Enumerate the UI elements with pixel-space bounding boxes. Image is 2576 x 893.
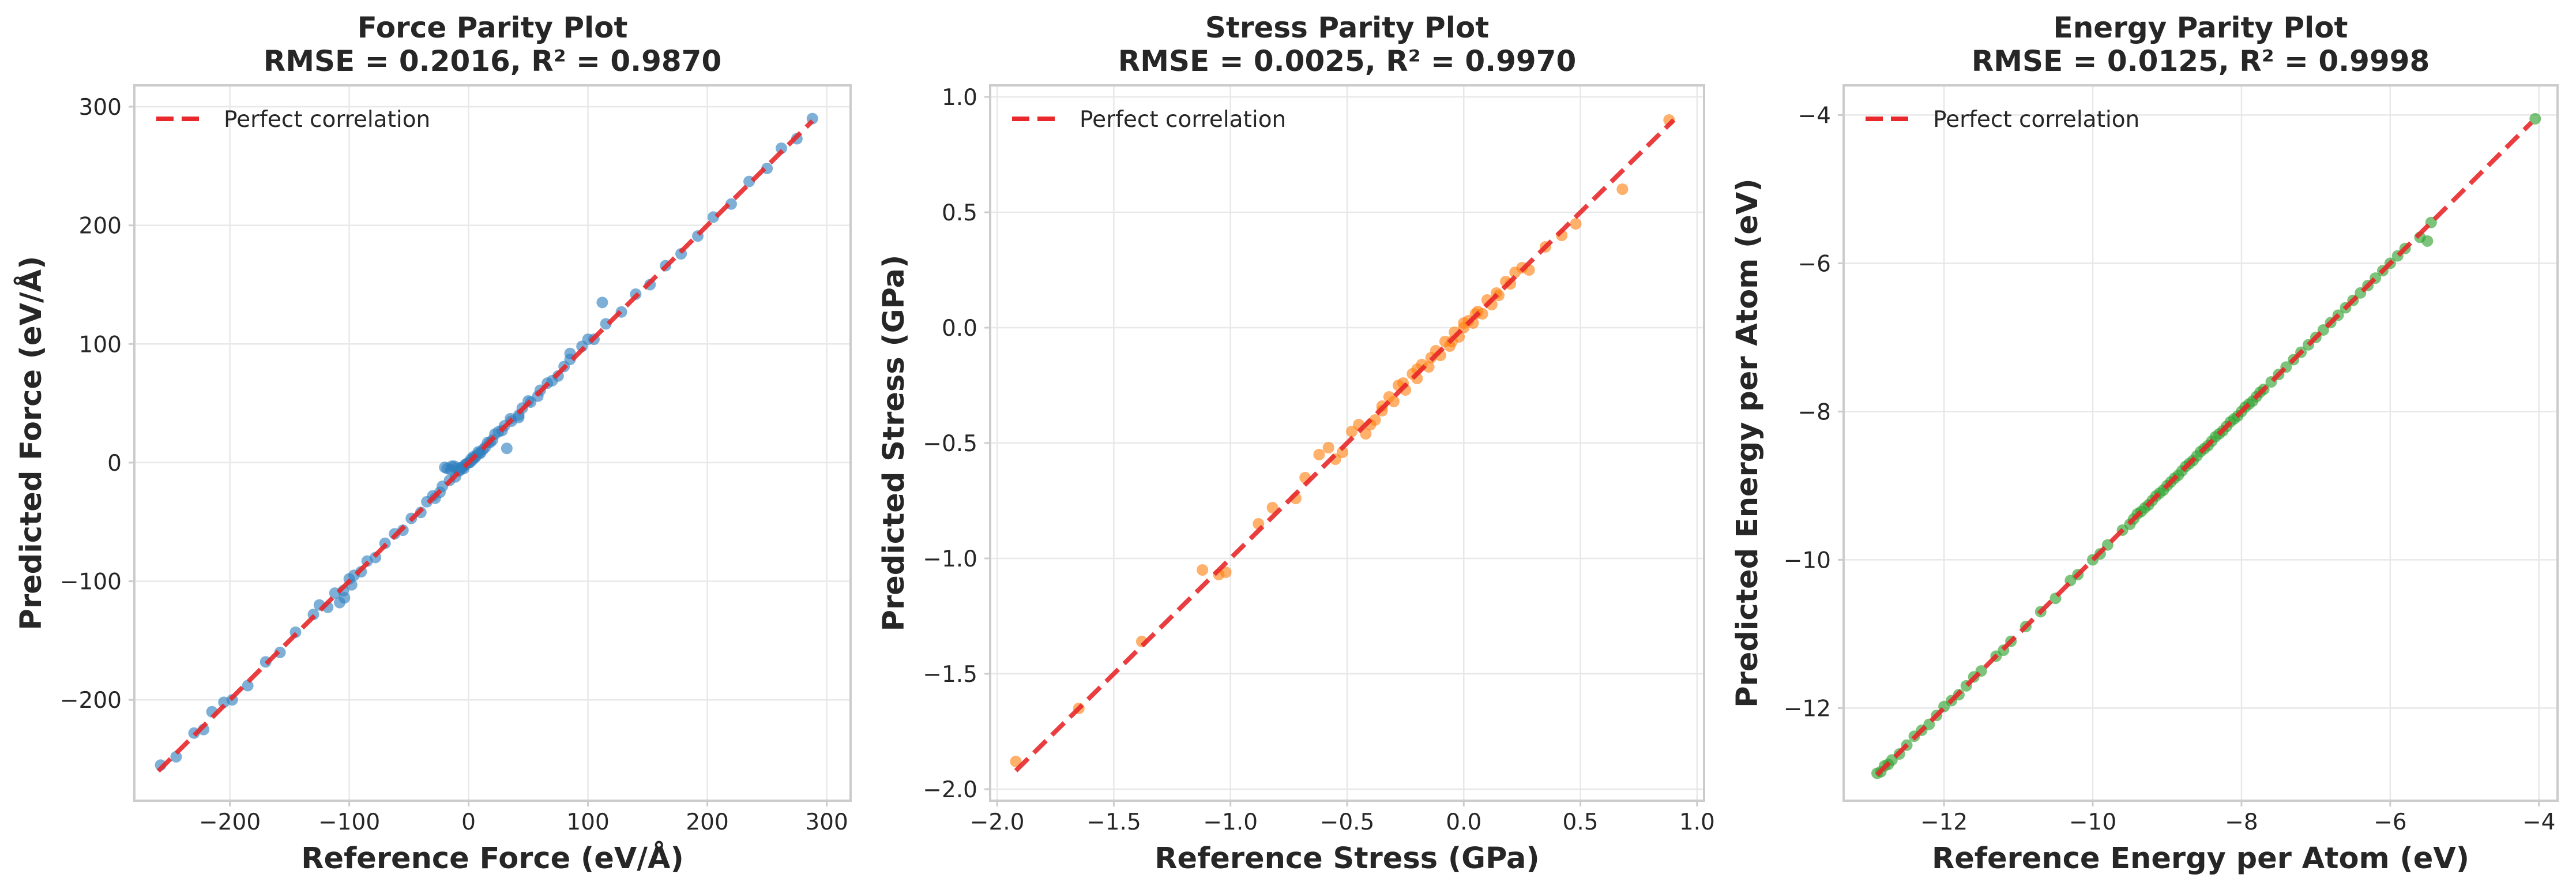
- x-tick-label: −8: [2225, 809, 2258, 835]
- chart-title: Force Parity Plot: [358, 11, 628, 44]
- legend: Perfect correlation: [156, 107, 430, 133]
- legend: Perfect correlation: [1866, 107, 2139, 133]
- legend: Perfect correlation: [1012, 107, 1286, 133]
- y-tick-label: −200: [60, 688, 122, 714]
- x-tick-label: −10: [2069, 809, 2116, 835]
- data-point: [1313, 449, 1325, 460]
- chart-title: Energy Parity Plot: [2054, 11, 2348, 44]
- chart-panels: −200 −100 0 100 200 300 −200 −100 0 100 200 300 Forc…: [13, 11, 2559, 876]
- data-point: [339, 592, 351, 604]
- y-tick-label: −4: [1798, 103, 1832, 129]
- data-point: [501, 442, 513, 455]
- y-axis-label: Predicted Force (eV/Å): [13, 256, 48, 631]
- x-axis-label: Reference Energy per Atom (eV): [1932, 842, 2469, 876]
- legend-entry-label: Perfect correlation: [1080, 107, 1286, 133]
- data-point: [242, 680, 254, 692]
- x-tick-label: −100: [318, 809, 380, 835]
- y-tick-label: −2.0: [923, 777, 977, 803]
- data-point: [1360, 428, 1372, 440]
- x-tick-label: −6: [2374, 809, 2407, 835]
- x-axis-label: Reference Force (eV/Å): [301, 841, 684, 876]
- y-tick-label: 0: [107, 451, 122, 476]
- x-tick-label: −2.0: [970, 809, 1025, 835]
- data-point: [1220, 566, 1232, 578]
- x-tick-label: −1.5: [1086, 809, 1141, 835]
- y-tick-label: 200: [79, 213, 122, 239]
- data-point: [1010, 756, 1022, 767]
- y-tick-label: −12: [1784, 696, 1831, 722]
- y-axis-label: Predicted Stress (GPa): [877, 255, 911, 632]
- y-tick-label: −1.5: [923, 662, 977, 688]
- data-point: [1570, 218, 1582, 230]
- perfect-correlation-line: [1014, 118, 1676, 772]
- chart-title: Stress Parity Plot: [1205, 11, 1489, 44]
- x-tick-label: −4: [2522, 809, 2556, 835]
- data-point: [1616, 183, 1629, 195]
- x-tick-label: 0.5: [1563, 809, 1599, 835]
- chart-subtitle: RMSE = 0.0125, R² = 0.9998: [1972, 44, 2430, 78]
- y-tick-label: −100: [60, 569, 122, 595]
- y-tick-label: −6: [1798, 251, 1832, 277]
- parity-panel-3: −12 −10 −8 −6 −4 −12 −10 −8 −6 −4 Energy Parity Pl…: [1731, 11, 2559, 876]
- y-tick-label: 0.0: [942, 316, 977, 342]
- data-point: [1322, 442, 1334, 453]
- data-point: [1423, 361, 1435, 373]
- legend-entry-label: Perfect correlation: [1933, 107, 2139, 133]
- data-point: [775, 142, 787, 154]
- y-tick-label: −1.0: [923, 546, 977, 572]
- parity-panel-2: −2.0 −1.5 −1.0 −0.5 0.0 0.5 1.0 −2.0 −1.5 −1.0 −0.…: [877, 11, 1715, 876]
- y-tick-label: 0.5: [942, 200, 977, 226]
- data-point: [1266, 502, 1278, 513]
- data-point: [596, 297, 608, 309]
- y-tick-label: −8: [1798, 399, 1832, 425]
- x-tick-label: −200: [199, 809, 261, 835]
- legend-entry-label: Perfect correlation: [224, 107, 430, 133]
- data-point: [170, 751, 182, 763]
- x-tick-label: 300: [805, 809, 848, 835]
- y-tick-label: 300: [79, 95, 122, 121]
- perfect-correlation-line: [156, 119, 814, 773]
- y-tick-label: −0.5: [923, 431, 977, 457]
- parity-panel-1: −200 −100 0 100 200 300 −200 −100 0 100 200 300 Forc…: [13, 11, 852, 876]
- y-tick-label: 100: [79, 332, 122, 358]
- chart-subtitle: RMSE = 0.0025, R² = 0.9970: [1118, 44, 1577, 78]
- x-tick-label: −1.0: [1203, 809, 1258, 835]
- data-point: [1458, 317, 1470, 329]
- x-tick-label: 1.0: [1679, 809, 1715, 835]
- x-tick-label: −12: [1920, 809, 1968, 835]
- y-tick-label: −10: [1784, 547, 1831, 573]
- y-axis-label: Predicted Energy per Atom (eV): [1731, 178, 1765, 707]
- x-tick-label: 0.0: [1446, 809, 1481, 835]
- perfect-correlation-line: [1875, 121, 2533, 776]
- data-point: [1197, 564, 1209, 576]
- plot-frame: [1842, 84, 2559, 802]
- x-tick-label: −0.5: [1320, 809, 1375, 835]
- chart-subtitle: RMSE = 0.2016, R² = 0.9870: [264, 44, 722, 78]
- data-point: [2421, 235, 2434, 247]
- plot-frame: [133, 84, 852, 802]
- x-tick-label: 0: [461, 809, 476, 835]
- data-point: [2529, 112, 2541, 125]
- x-tick-label: 100: [566, 809, 609, 835]
- x-tick-label: 200: [686, 809, 728, 835]
- data-point: [1387, 396, 1400, 407]
- x-axis-label: Reference Stress (GPa): [1155, 842, 1539, 876]
- plot-area: [1844, 85, 2558, 801]
- y-tick-label: 1.0: [942, 85, 977, 111]
